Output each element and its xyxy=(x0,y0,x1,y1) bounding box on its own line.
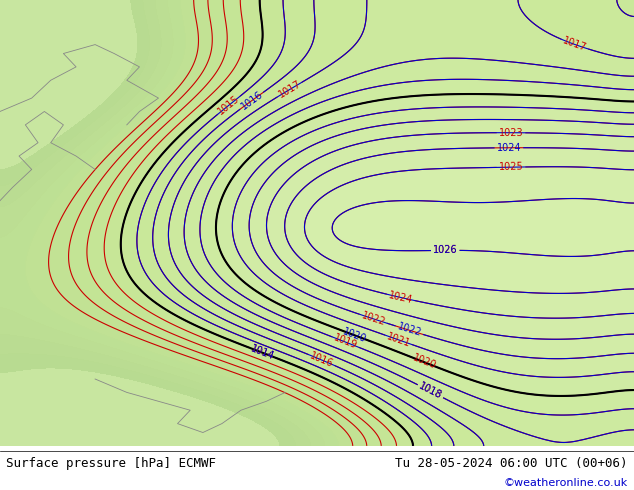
Text: 1016: 1016 xyxy=(239,90,264,112)
Text: 1024: 1024 xyxy=(387,290,414,305)
Text: 1022: 1022 xyxy=(396,322,423,339)
Point xyxy=(0,442,5,450)
Text: 1022: 1022 xyxy=(360,310,387,327)
Text: 1026: 1026 xyxy=(433,245,458,255)
Text: 1024: 1024 xyxy=(496,143,521,153)
Text: 1015: 1015 xyxy=(216,94,242,117)
Text: 1018: 1018 xyxy=(417,381,444,401)
Text: 1017: 1017 xyxy=(276,79,303,100)
Text: 1021: 1021 xyxy=(385,331,412,349)
Text: 1017: 1017 xyxy=(561,35,588,53)
Text: 1019: 1019 xyxy=(332,333,359,351)
Text: 1020: 1020 xyxy=(411,353,437,371)
Text: 1018: 1018 xyxy=(417,381,444,401)
Text: Tu 28-05-2024 06:00 UTC (00+06): Tu 28-05-2024 06:00 UTC (00+06) xyxy=(395,457,628,469)
Text: 1026: 1026 xyxy=(433,245,458,255)
Text: Surface pressure [hPa] ECMWF: Surface pressure [hPa] ECMWF xyxy=(6,457,216,469)
Text: 1014: 1014 xyxy=(249,343,275,362)
Text: ©weatheronline.co.uk: ©weatheronline.co.uk xyxy=(503,478,628,488)
Point xyxy=(0,442,5,450)
Text: 1023: 1023 xyxy=(499,128,523,138)
Point xyxy=(0,442,5,450)
Text: 1025: 1025 xyxy=(498,162,524,172)
Text: 1020: 1020 xyxy=(341,326,367,344)
Text: 1016: 1016 xyxy=(309,351,335,369)
Text: 1014: 1014 xyxy=(249,343,275,362)
